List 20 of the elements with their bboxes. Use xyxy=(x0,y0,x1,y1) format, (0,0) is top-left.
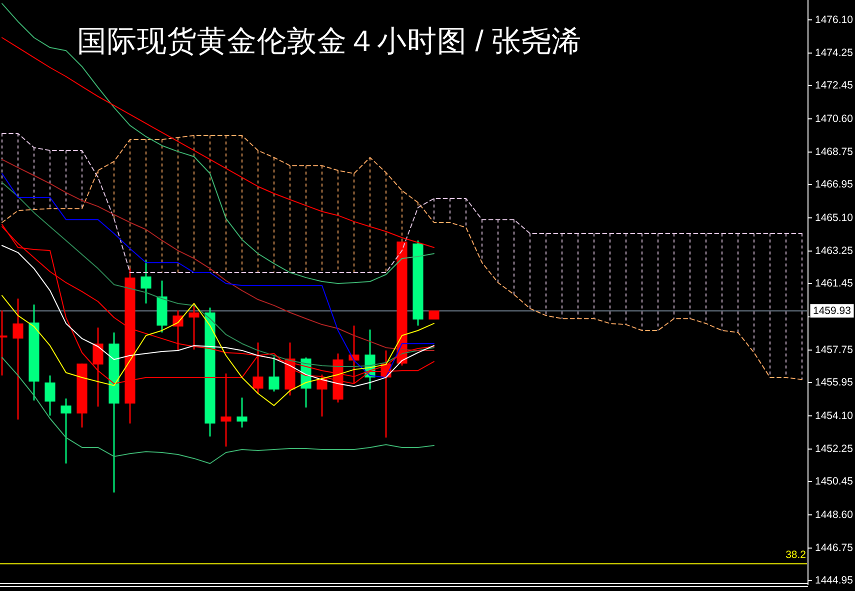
y-tick-label: 1450.45 xyxy=(815,476,854,488)
y-tick-label: 1476.10 xyxy=(815,14,854,26)
y-tick-label: 1465.10 xyxy=(815,212,854,224)
y-tick-label: 1468.75 xyxy=(815,146,854,158)
y-tick-label: 1452.25 xyxy=(815,443,854,456)
y-tick-label: 1454.10 xyxy=(815,410,854,422)
y-tick-label: 1448.60 xyxy=(815,508,854,521)
annotation: 38.2 xyxy=(786,548,806,561)
text: 国际现货黄金伦敦金４小时图 / 张尧浠 xyxy=(77,25,582,58)
y-tick-label: 1470.60 xyxy=(815,112,854,125)
y-tick-label: 1466.95 xyxy=(815,178,854,190)
y-tick-label: 1446.75 xyxy=(815,542,854,554)
y-tick-label: 1472.45 xyxy=(815,80,854,92)
y-tick-label: 1463.25 xyxy=(815,245,854,258)
ref-line-label: 1459.93 xyxy=(813,304,852,317)
y-tick-label: 1474.25 xyxy=(815,47,854,60)
y-tick-label: 1444.95 xyxy=(815,574,854,586)
y-tick-label: 1457.75 xyxy=(815,344,854,356)
y-tick-label: 1455.95 xyxy=(815,376,854,388)
y-tick-label: 1461.45 xyxy=(815,278,854,290)
